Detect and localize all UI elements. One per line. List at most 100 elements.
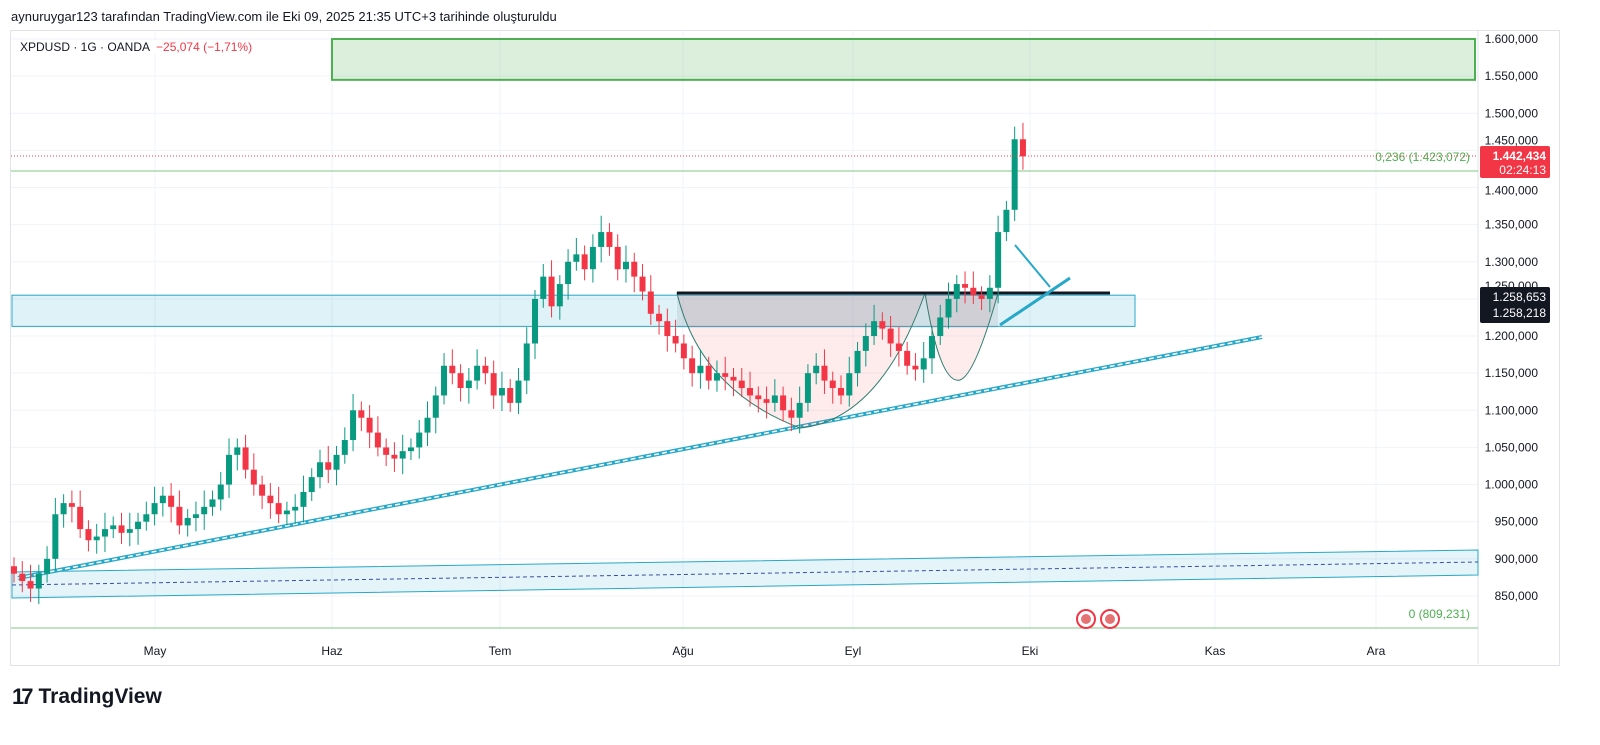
fib-label: 0,236 (1.423,072) [1375, 150, 1470, 164]
resistance-zone [331, 38, 1476, 81]
candle-body [854, 350, 861, 374]
candle [780, 386, 787, 422]
candle [813, 353, 820, 385]
tradingview-logo[interactable]: 17 TradingView [12, 684, 162, 710]
candle-body [581, 254, 588, 270]
candle [176, 490, 183, 535]
candle [821, 349, 828, 394]
candle [796, 386, 803, 434]
candle [275, 486, 282, 524]
candle-body [978, 295, 985, 299]
candle [614, 234, 621, 281]
candle [234, 438, 241, 471]
candle-body [656, 313, 663, 322]
candle-body [292, 506, 299, 511]
candle [788, 397, 795, 432]
candle [118, 512, 125, 544]
candle-body [407, 447, 414, 452]
candle [656, 304, 663, 335]
candle-body [912, 365, 919, 370]
candle-body [176, 506, 183, 526]
candle-body [862, 336, 869, 351]
candle-body [11, 566, 17, 574]
candle [912, 353, 919, 381]
x-tick-label: Eyl [845, 644, 862, 658]
candle [722, 356, 729, 391]
candle [540, 264, 547, 308]
candle-body [366, 417, 373, 433]
candle-body [226, 454, 233, 485]
candle-body [217, 484, 224, 500]
candle-body [986, 287, 993, 299]
y-tick-label: 1.000,000 [1485, 478, 1539, 492]
candle [316, 449, 323, 489]
candle-body [135, 521, 142, 530]
candle [474, 349, 481, 390]
candle-body [589, 246, 596, 270]
candle [391, 442, 398, 472]
symbol-legend: XPDUSD · 1G · OANDA −25,074 (−1,71%) [20, 40, 253, 54]
candle [937, 304, 944, 345]
candle [490, 360, 497, 409]
candle [829, 371, 836, 404]
candle [85, 520, 92, 552]
candle [159, 486, 166, 517]
x-tick-label: Tem [489, 644, 512, 658]
candle-body [383, 447, 390, 455]
candle [1019, 122, 1026, 170]
candle [259, 475, 266, 510]
x-tick-label: Haz [321, 644, 342, 658]
brand-name: TradingView [38, 685, 162, 708]
candle-body [374, 432, 381, 448]
candle-body [631, 261, 638, 277]
candle [887, 315, 894, 357]
candle-body [614, 246, 621, 270]
candle [664, 308, 671, 352]
candle [581, 245, 588, 281]
candle-body [77, 506, 84, 530]
candle-body [821, 365, 828, 381]
candle [27, 564, 34, 602]
candle [77, 490, 84, 539]
y-tick-label: 1.350,000 [1485, 218, 1539, 232]
candle [962, 271, 969, 304]
candle-body [622, 261, 629, 270]
candle-body [267, 495, 274, 504]
candle [920, 341, 927, 383]
candle-body [341, 440, 348, 455]
candle [606, 223, 613, 256]
candle-body [838, 388, 844, 396]
y-tick-label: 1.450,000 [1485, 133, 1539, 147]
candle-body [250, 469, 257, 485]
candle-body [1019, 139, 1026, 157]
candle-body [548, 276, 555, 307]
candle-body [970, 287, 977, 296]
candle [689, 345, 696, 387]
candle-body [780, 395, 787, 411]
candle-body [722, 373, 729, 377]
price-change: −25,074 (−1,71%) [156, 40, 253, 54]
candle [424, 401, 431, 446]
candle-body [60, 503, 67, 515]
candle-body [350, 410, 357, 441]
candle [713, 360, 720, 392]
candle [854, 341, 861, 387]
candle [68, 490, 75, 523]
level-label: 1.258,653 [1493, 290, 1547, 304]
candle [573, 238, 580, 271]
y-tick-label: 1.500,000 [1485, 106, 1539, 120]
candle [226, 438, 233, 498]
candle [441, 353, 448, 405]
candle-body [242, 447, 249, 470]
candle-body [283, 510, 290, 515]
candle [407, 438, 414, 461]
candle [945, 282, 952, 329]
candle-body [498, 388, 505, 396]
candle-body [928, 336, 935, 359]
candle [35, 564, 42, 605]
candle [192, 501, 199, 532]
candle-body [316, 462, 323, 478]
candle [747, 371, 754, 407]
candle-body [556, 284, 563, 307]
